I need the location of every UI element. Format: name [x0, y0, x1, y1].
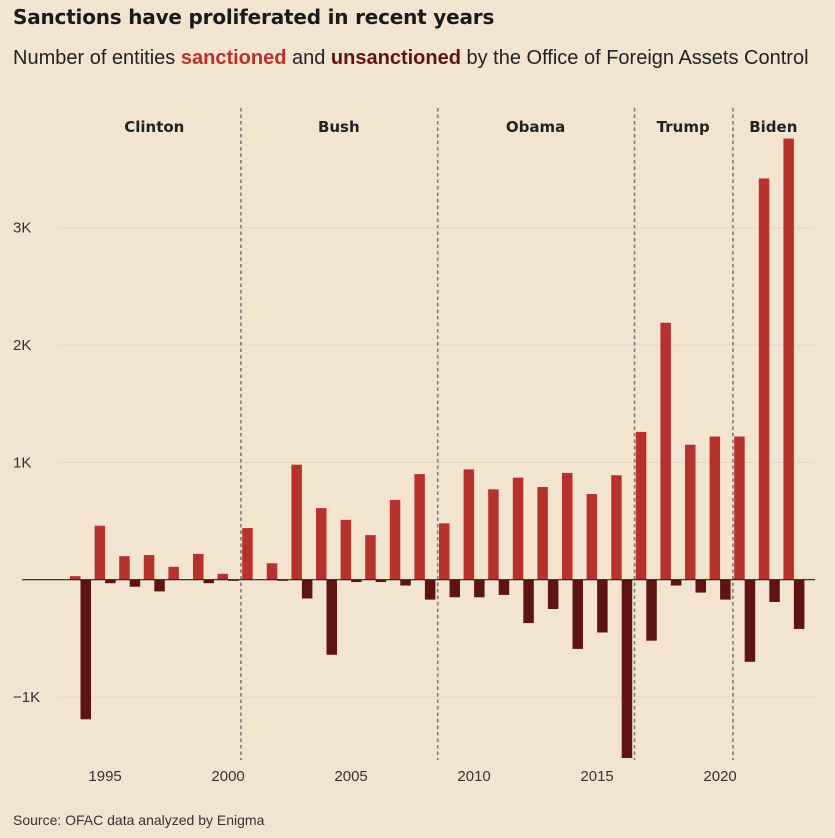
bar-sanctioned — [94, 525, 106, 580]
bar-unsanctioned — [375, 579, 387, 583]
president-label: Trump — [657, 118, 710, 136]
bar-sanctioned — [70, 576, 81, 580]
bar-sanctioned — [611, 475, 622, 580]
bar-unsanctioned — [720, 579, 731, 600]
bar-sanctioned — [119, 556, 130, 580]
x-tick-label: 2010 — [457, 768, 490, 785]
sanctions-bar-chart: 3K 2K 1K −1K Clinton Bush Obama Trump Biden 1995 2… — [13, 108, 815, 785]
bar-sanctioned — [217, 573, 229, 580]
bar-sanctioned — [291, 464, 302, 580]
bar-sanctioned — [266, 563, 278, 580]
bar-sanctioned — [685, 444, 696, 580]
bar-unsanctioned — [351, 579, 362, 583]
bar-unsanctioned — [154, 579, 165, 592]
x-tick-label: 1995 — [88, 768, 121, 785]
y-tick-label: 3K — [13, 220, 31, 237]
y-tick-label: 1K — [13, 454, 31, 471]
bar-sanctioned — [389, 499, 401, 580]
bar-unsanctioned — [474, 579, 485, 598]
chart-subtitle: Number of entities sanctioned and unsanc… — [13, 45, 813, 71]
chart-title: Sanctions have proliferated in recent ye… — [13, 5, 495, 29]
bar-unsanctioned — [203, 579, 214, 584]
bar-unsanctioned — [646, 579, 657, 641]
x-tick-label: 2005 — [334, 768, 367, 785]
bar-sanctioned — [660, 322, 671, 580]
bar-unsanctioned — [400, 579, 411, 586]
x-tick-label: 2020 — [703, 768, 736, 785]
x-tick-label: 2015 — [580, 768, 613, 785]
bar-unsanctioned — [449, 579, 460, 598]
bar-unsanctioned — [129, 579, 141, 587]
bar-unsanctioned — [80, 579, 91, 720]
bar-unsanctioned — [523, 579, 534, 624]
y-tick-label: −1K — [13, 689, 40, 706]
bar-unsanctioned — [769, 579, 780, 602]
bar-unsanctioned — [572, 579, 583, 649]
bar-sanctioned — [488, 489, 499, 580]
bar-unsanctioned — [498, 579, 510, 595]
bar-sanctioned — [316, 508, 327, 580]
bar-unsanctioned — [105, 579, 116, 584]
subtitle-sanctioned-legend: sanctioned — [180, 47, 287, 69]
subtitle-middle: and — [286, 47, 331, 69]
president-label: Bush — [318, 118, 360, 136]
x-tick-label: 2000 — [211, 768, 244, 785]
bar-unsanctioned — [547, 579, 559, 610]
y-tick-label: 2K — [13, 337, 31, 354]
bar-sanctioned — [242, 528, 253, 580]
bar-sanctioned — [439, 523, 450, 580]
bar-sanctioned — [193, 553, 204, 580]
bar-sanctioned — [143, 555, 155, 580]
bar-unsanctioned — [326, 579, 337, 655]
bar-sanctioned — [783, 138, 794, 580]
bar-sanctioned — [562, 472, 573, 580]
bar-sanctioned — [586, 494, 598, 580]
bar-sanctioned — [340, 519, 352, 580]
bar-sanctioned — [414, 474, 425, 580]
bar-unsanctioned — [670, 579, 682, 586]
bar-unsanctioned — [621, 579, 633, 758]
bar-sanctioned — [463, 469, 475, 580]
bar-sanctioned — [734, 436, 745, 580]
bar-sanctioned — [168, 566, 179, 580]
subtitle-suffix: by the Office of Foreign Assets Control — [460, 47, 809, 69]
bar-unsanctioned — [597, 579, 608, 633]
bar-sanctioned — [635, 431, 647, 580]
bar-sanctioned — [709, 436, 721, 580]
bar-unsanctioned — [793, 579, 805, 629]
bar-unsanctioned — [695, 579, 706, 593]
bar-sanctioned — [537, 486, 548, 580]
subtitle-unsanctioned-legend: unsanctioned — [330, 47, 461, 69]
president-label: Clinton — [124, 118, 184, 136]
source-note: Source: OFAC data analyzed by Enigma — [13, 812, 265, 828]
bar-sanctioned — [512, 477, 524, 580]
bar-unsanctioned — [424, 579, 436, 600]
bar-unsanctioned — [744, 579, 756, 662]
subtitle-prefix: Number of entities — [13, 47, 181, 69]
president-label: Biden — [749, 118, 797, 136]
bar-unsanctioned — [301, 579, 313, 599]
president-label: Obama — [506, 118, 565, 136]
bar-sanctioned — [758, 178, 770, 580]
bar-sanctioned — [365, 535, 376, 580]
